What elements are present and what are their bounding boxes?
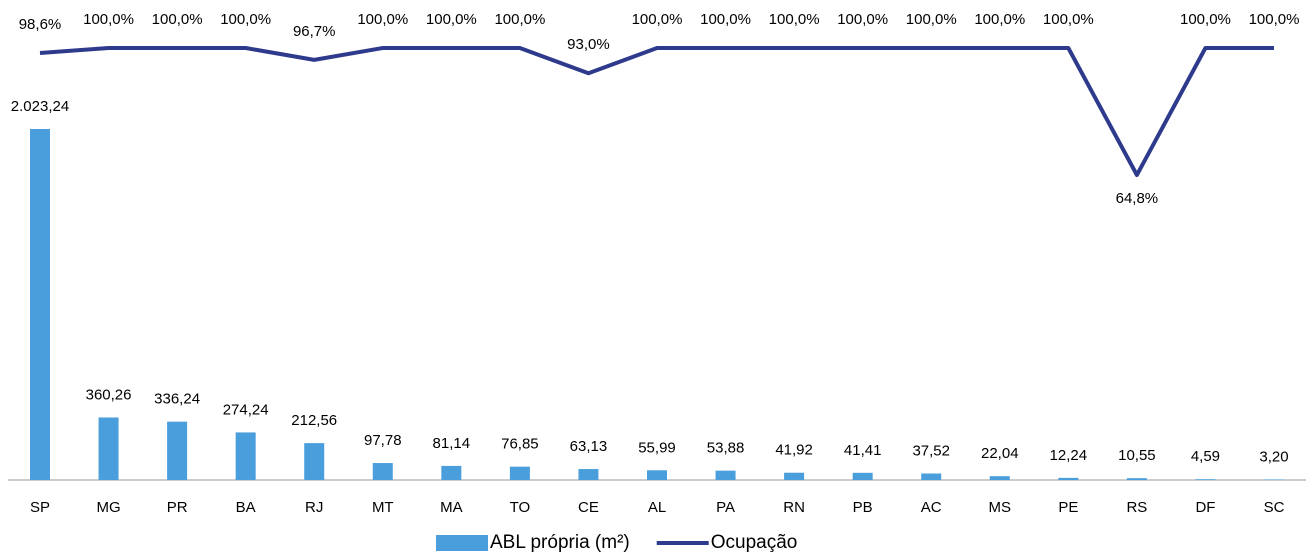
data-label: 100,0% <box>1249 11 1300 28</box>
legend-swatch <box>436 535 488 551</box>
bar <box>647 470 667 480</box>
data-label: 63,13 <box>570 438 608 455</box>
x-tick-label: SP <box>30 499 50 516</box>
x-tick-label: MG <box>96 499 120 516</box>
data-label: 53,88 <box>707 440 745 457</box>
bar <box>578 469 599 480</box>
data-label: 41,92 <box>775 442 813 459</box>
x-tick-label: PR <box>167 499 188 516</box>
data-label: 97,78 <box>364 432 402 449</box>
data-label: 100,0% <box>700 11 751 28</box>
data-label: 100,0% <box>83 11 134 28</box>
bar <box>989 476 1010 480</box>
bar <box>372 463 393 480</box>
data-label: 100,0% <box>357 11 408 28</box>
bar <box>30 129 50 480</box>
x-tick-label: PA <box>716 499 735 516</box>
data-label: 12,24 <box>1050 447 1088 464</box>
bar <box>1058 477 1079 480</box>
data-label: 2.023,24 <box>11 98 69 115</box>
data-label: 98,6% <box>19 16 62 33</box>
data-label: 100,0% <box>152 11 203 28</box>
bar <box>715 470 736 480</box>
bar <box>852 472 873 480</box>
x-tick-label: AL <box>648 499 666 516</box>
data-label: 22,04 <box>981 445 1019 462</box>
data-label: 100,0% <box>494 11 545 28</box>
data-label: 100,0% <box>426 11 477 28</box>
data-label: 76,85 <box>501 436 539 453</box>
bar <box>167 421 188 480</box>
bar <box>1264 479 1284 480</box>
data-label: 274,24 <box>223 401 269 418</box>
x-tick-label: RS <box>1126 499 1147 516</box>
x-tick-label: DF <box>1195 499 1215 516</box>
data-label: 100,0% <box>632 11 683 28</box>
bar <box>304 443 325 480</box>
data-label: 96,7% <box>293 23 336 40</box>
x-tick-label: MT <box>372 499 394 516</box>
data-label: 10,55 <box>1118 447 1156 464</box>
data-label: 41,41 <box>844 442 882 459</box>
data-label: 100,0% <box>769 11 820 28</box>
data-label: 100,0% <box>1180 11 1231 28</box>
bar <box>235 432 256 480</box>
x-tick-label: RJ <box>305 499 323 516</box>
x-tick-label: PB <box>853 499 873 516</box>
bar <box>784 472 805 480</box>
data-label: 360,26 <box>86 386 132 403</box>
bar <box>441 465 462 480</box>
x-tick-label: BA <box>236 499 256 516</box>
bar <box>1195 479 1216 480</box>
data-label: 100,0% <box>1043 11 1094 28</box>
x-tick-label: AC <box>921 499 942 516</box>
x-tick-label: SC <box>1264 499 1285 516</box>
data-label: 64,8% <box>1116 190 1159 207</box>
data-label: 100,0% <box>974 11 1025 28</box>
data-label: 93,0% <box>567 36 610 53</box>
x-tick-label: MA <box>440 499 463 516</box>
data-label: 4,59 <box>1191 448 1220 465</box>
x-tick-label: PE <box>1058 499 1078 516</box>
x-tick-label: RN <box>783 499 805 516</box>
bar <box>98 417 119 480</box>
data-label: 55,99 <box>638 439 676 456</box>
data-label: 3,20 <box>1259 448 1288 465</box>
x-tick-label: MS <box>989 499 1012 516</box>
data-label: 336,24 <box>154 391 200 408</box>
line <box>39 46 1274 177</box>
data-label: 37,52 <box>912 442 950 459</box>
legend-label: Ocupação <box>711 532 798 553</box>
data-label: 100,0% <box>220 11 271 28</box>
bar <box>1126 478 1147 480</box>
bar <box>509 466 530 480</box>
x-tick-label: CE <box>578 499 599 516</box>
data-label: 81,14 <box>433 435 471 452</box>
data-label: 100,0% <box>837 11 888 28</box>
x-tick-label: TO <box>510 499 531 516</box>
data-label: 212,56 <box>291 412 337 429</box>
legend-label: ABL própria (m²) <box>490 532 630 553</box>
data-label: 100,0% <box>906 11 957 28</box>
bar <box>921 473 942 480</box>
